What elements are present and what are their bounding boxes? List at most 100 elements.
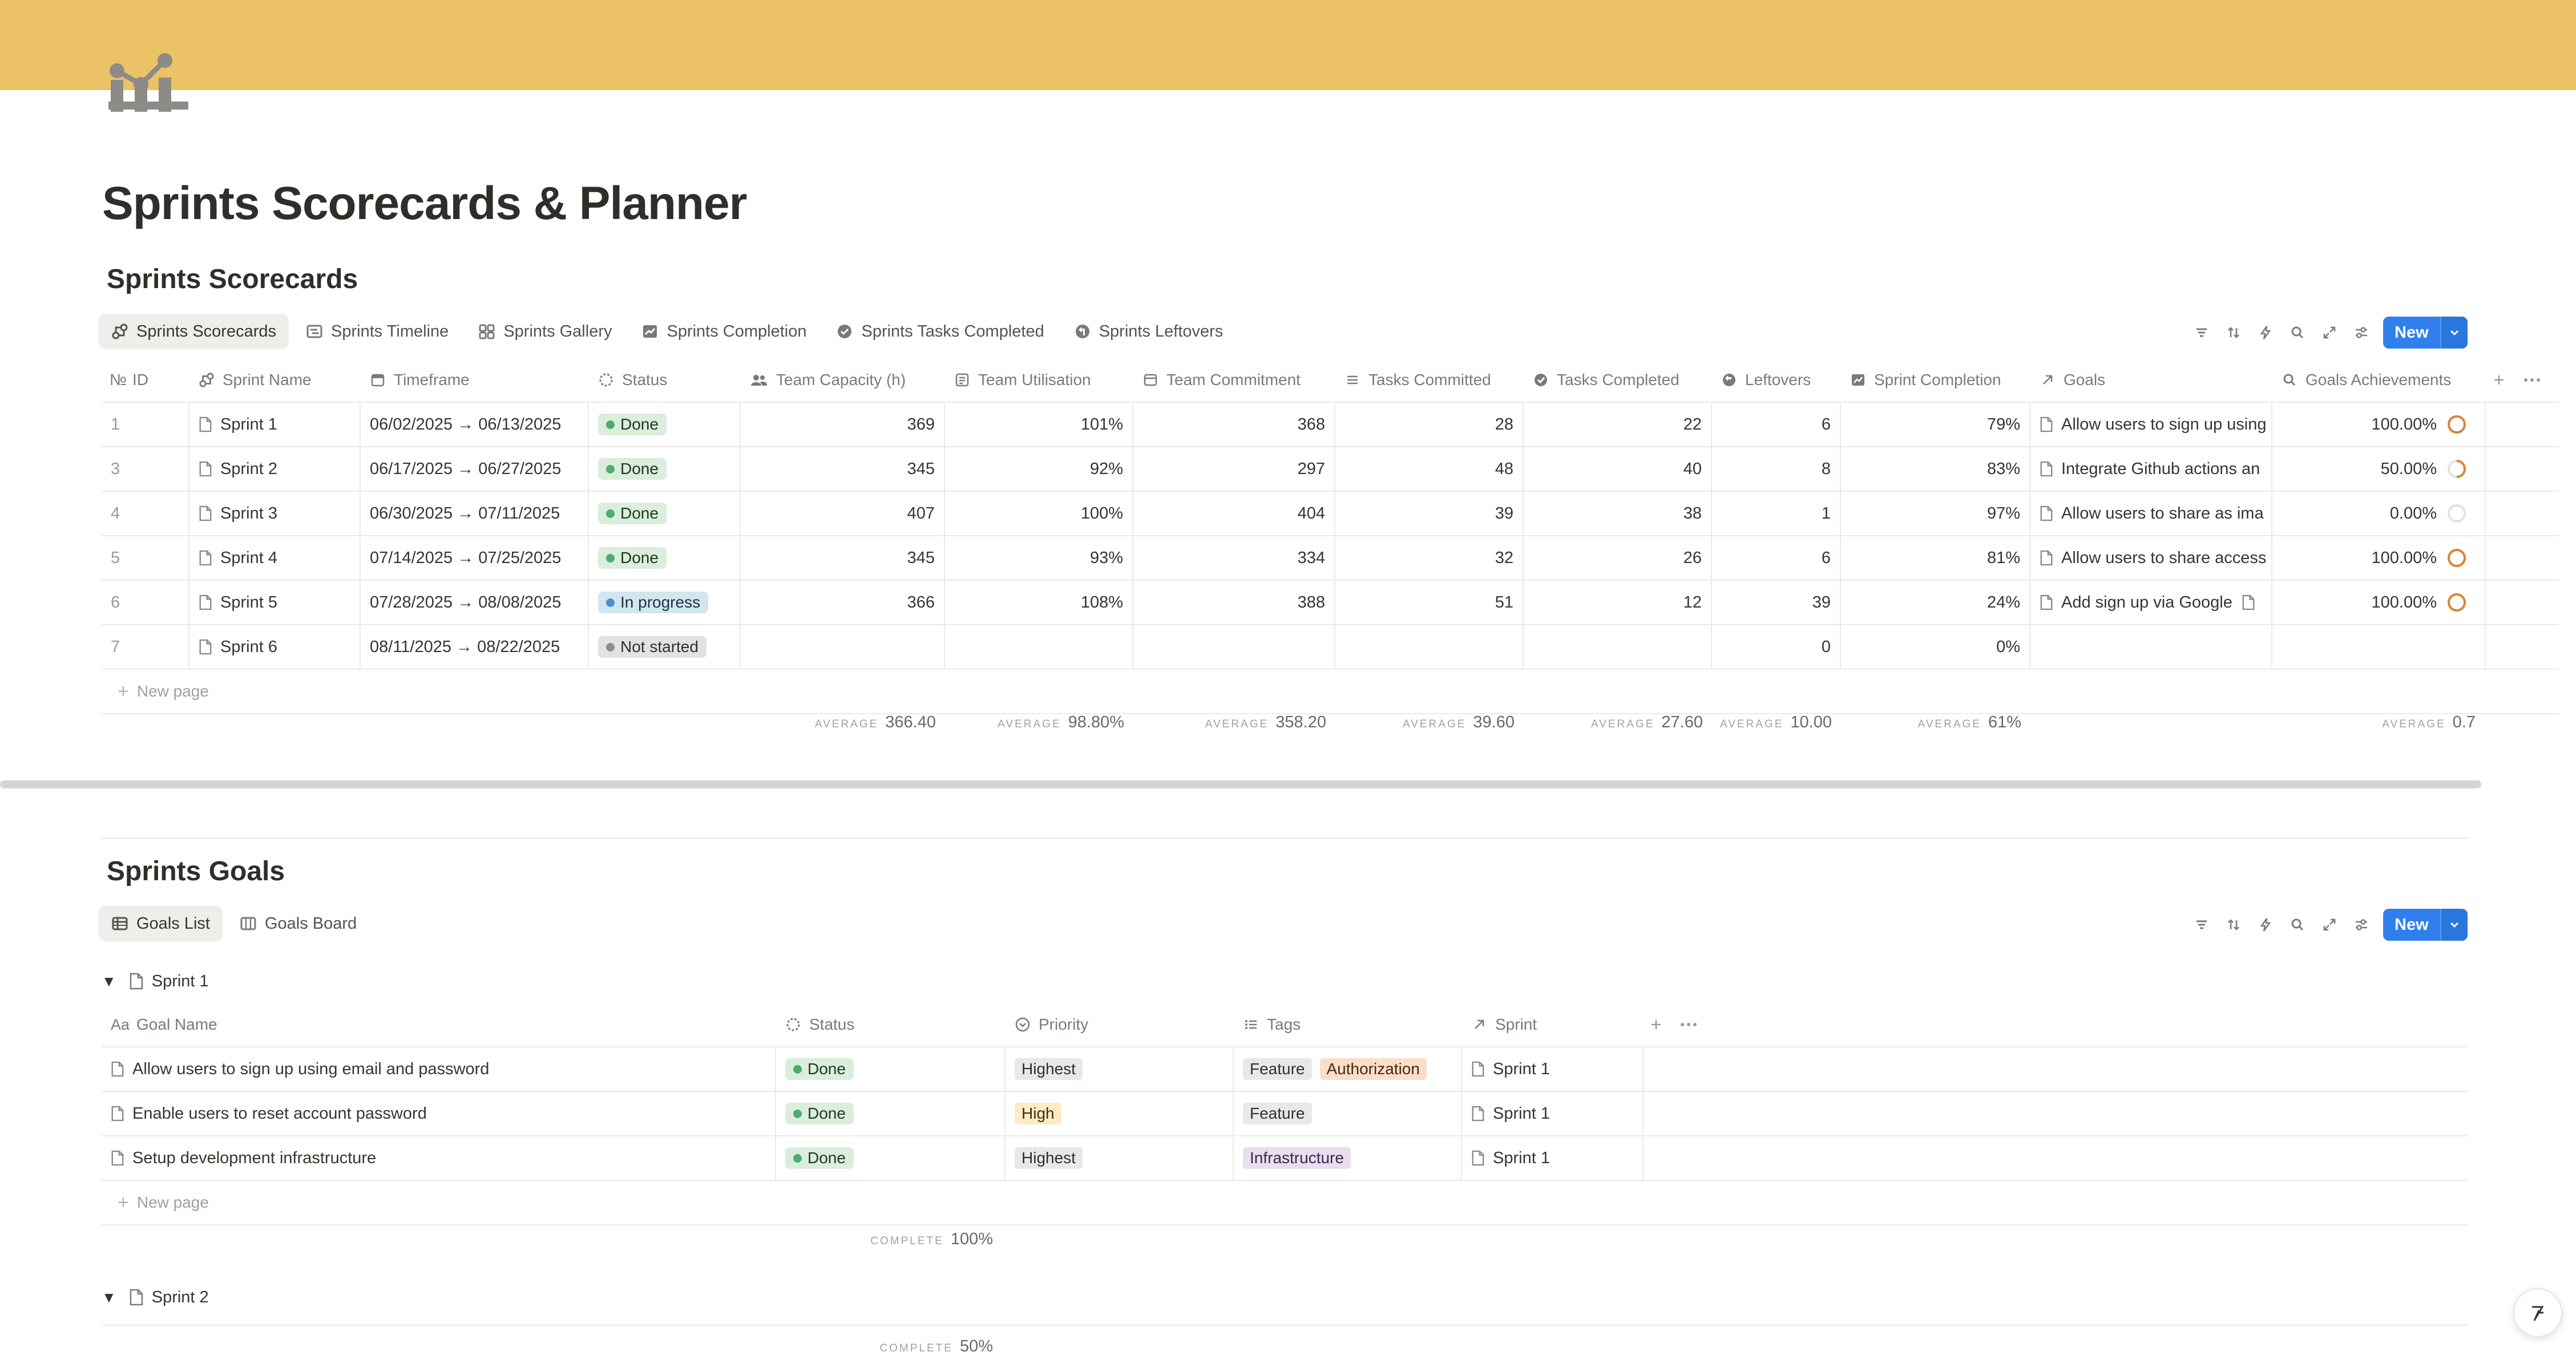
utilisation-cell[interactable]: 101% xyxy=(945,403,1133,446)
chevron-down-icon[interactable] xyxy=(2440,317,2468,349)
capacity-cell[interactable]: 366 xyxy=(741,581,945,624)
goals-cell[interactable]: Allow users to share as ima xyxy=(2030,492,2272,535)
tab-sprints-timeline[interactable]: Sprints Timeline xyxy=(293,314,461,349)
tasks-committed-cell[interactable] xyxy=(1335,625,1524,669)
sprint-name-cell[interactable]: Sprint 6 xyxy=(189,625,361,669)
status-cell[interactable]: Done xyxy=(776,1092,1006,1135)
column-header-tasks-committed[interactable]: Tasks Committed xyxy=(1335,371,1524,389)
column-header-id[interactable]: № ID xyxy=(110,371,149,388)
aggregate-goals-achievements[interactable]: AVERAGE 0.7 xyxy=(2382,713,2476,731)
aggregate-leftovers[interactable]: AVERAGE 10.00 xyxy=(1719,713,1832,731)
table-row[interactable]: 4 Sprint 3 06/30/2025 → 07/11/2025 Done 407 1… xyxy=(102,492,2559,536)
sprint-name-cell[interactable]: Sprint 1 xyxy=(189,403,361,446)
commitment-cell[interactable]: 388 xyxy=(1133,581,1335,624)
timeframe-cell[interactable]: 06/17/2025 → 06/27/2025 xyxy=(361,447,589,491)
table-row[interactable]: 7 Sprint 6 08/11/2025 → 08/22/2025 Not star… xyxy=(102,625,2559,670)
utilisation-cell[interactable]: 100% xyxy=(945,492,1133,535)
tasks-completed-cell[interactable]: 26 xyxy=(1524,536,1712,580)
status-cell[interactable]: Done xyxy=(776,1047,1006,1091)
capacity-cell[interactable]: 369 xyxy=(741,403,945,446)
goals-cell[interactable]: Allow users to sign up using xyxy=(2030,403,2272,446)
settings-sliders-icon[interactable] xyxy=(2345,325,2377,341)
goals-achievements-cell[interactable]: 100.00% xyxy=(2272,581,2486,624)
leftovers-cell[interactable]: 8 xyxy=(1712,447,1841,491)
scorecards-title[interactable]: Sprints Scorecards xyxy=(107,264,358,294)
goals-achievements-cell[interactable]: 100.00% xyxy=(2272,403,2486,446)
timeframe-cell[interactable]: 06/30/2025 → 07/11/2025 xyxy=(361,492,589,535)
goals-achievements-cell[interactable] xyxy=(2272,625,2486,669)
status-cell[interactable]: Done xyxy=(589,447,741,491)
goals-cell[interactable]: Add sign up via Google xyxy=(2030,581,2272,624)
priority-cell[interactable]: High xyxy=(1006,1092,1234,1135)
status-cell[interactable]: Done xyxy=(776,1136,1006,1180)
utilisation-cell[interactable]: 108% xyxy=(945,581,1133,624)
column-header-timeframe[interactable]: Timeframe xyxy=(361,371,589,389)
sprint-completion-cell[interactable]: 79% xyxy=(1841,403,2030,446)
column-header-leftovers[interactable]: Leftovers xyxy=(1712,371,1841,389)
group-header-sprint-1[interactable]: ▼ Sprint 1 xyxy=(102,965,209,997)
tab-sprints-gallery[interactable]: Sprints Gallery xyxy=(466,314,624,349)
goal-name-cell[interactable]: Setup development infrastructure xyxy=(102,1136,776,1180)
timeframe-cell[interactable]: 08/11/2025 → 08/22/2025 xyxy=(361,625,589,669)
sprint-completion-cell[interactable]: 83% xyxy=(1841,447,2030,491)
column-header-sprint-completion[interactable]: Sprint Completion xyxy=(1841,371,2030,389)
commitment-cell[interactable]: 368 xyxy=(1133,403,1335,446)
leftovers-cell[interactable]: 1 xyxy=(1712,492,1841,535)
new-page-button[interactable]: + New page xyxy=(102,670,2559,714)
priority-cell[interactable]: Highest xyxy=(1006,1047,1234,1091)
table-row[interactable]: 5 Sprint 4 07/14/2025 → 07/25/2025 Done 345 9… xyxy=(102,536,2559,581)
automation-icon[interactable] xyxy=(2250,917,2282,933)
tab-sprints-leftovers[interactable]: Sprints Leftovers xyxy=(1061,314,1236,349)
tasks-committed-cell[interactable]: 48 xyxy=(1335,447,1524,491)
goals-cell[interactable]: Integrate Github actions an xyxy=(2030,447,2272,491)
new-button[interactable]: New xyxy=(2383,909,2468,941)
goals-title[interactable]: Sprints Goals xyxy=(107,856,285,887)
column-header-goals-achievements[interactable]: Goals Achievements xyxy=(2272,371,2486,389)
goal-link[interactable]: Allow users to share as ima xyxy=(2061,504,2264,523)
group-header-sprint-2[interactable]: ▼ Sprint 2 xyxy=(102,1281,209,1313)
collapse-toggle-icon[interactable]: ▼ xyxy=(102,972,116,990)
priority-cell[interactable]: Highest xyxy=(1006,1136,1234,1180)
sort-icon[interactable] xyxy=(2218,917,2250,933)
leftovers-cell[interactable]: 0 xyxy=(1712,625,1841,669)
goals-achievements-cell[interactable]: 0.00% xyxy=(2272,492,2486,535)
sprint-cell[interactable]: Sprint 1 xyxy=(1462,1136,1644,1180)
search-icon[interactable] xyxy=(2282,325,2313,341)
sort-icon[interactable] xyxy=(2218,325,2250,341)
leftovers-cell[interactable]: 6 xyxy=(1712,536,1841,580)
tasks-completed-cell[interactable]: 22 xyxy=(1524,403,1712,446)
chart-page-icon[interactable] xyxy=(108,52,188,120)
sprint-completion-cell[interactable]: 0% xyxy=(1841,625,2030,669)
aggregate-status-complete[interactable]: COMPLETE 100% xyxy=(870,1230,993,1248)
column-header-goals[interactable]: Goals xyxy=(2030,371,2272,389)
tab-goals-list[interactable]: Goals List xyxy=(99,906,223,941)
collapse-toggle-icon[interactable]: ▼ xyxy=(102,1288,116,1306)
table-row[interactable]: Enable users to reset account password Do… xyxy=(102,1092,2468,1136)
filter-icon[interactable] xyxy=(2186,325,2218,341)
goals-achievements-cell[interactable]: 50.00% xyxy=(2272,447,2486,491)
tasks-committed-cell[interactable]: 39 xyxy=(1335,492,1524,535)
tasks-committed-cell[interactable]: 51 xyxy=(1335,581,1524,624)
commitment-cell[interactable]: 297 xyxy=(1133,447,1335,491)
sprint-completion-cell[interactable]: 81% xyxy=(1841,536,2030,580)
aggregate-status-complete[interactable]: COMPLETE 50% xyxy=(879,1337,993,1355)
timeframe-cell[interactable]: 07/14/2025 → 07/25/2025 xyxy=(361,536,589,580)
tasks-completed-cell[interactable]: 12 xyxy=(1524,581,1712,624)
sprint-name-cell[interactable]: Sprint 4 xyxy=(189,536,361,580)
capacity-cell[interactable]: 345 xyxy=(741,536,945,580)
column-header-status[interactable]: Status xyxy=(589,371,741,389)
tasks-committed-cell[interactable]: 28 xyxy=(1335,403,1524,446)
tab-sprints-completion[interactable]: Sprints Completion xyxy=(629,314,819,349)
expand-icon[interactable] xyxy=(2313,917,2345,933)
aggregate-commitment[interactable]: AVERAGE 358.20 xyxy=(1205,713,1326,731)
column-header-tags[interactable]: Tags xyxy=(1234,1015,1462,1034)
utilisation-cell[interactable]: 93% xyxy=(945,536,1133,580)
sprint-cell[interactable]: Sprint 1 xyxy=(1462,1092,1644,1135)
horizontal-scrollbar[interactable] xyxy=(0,780,2481,788)
sprint-link[interactable]: Sprint 1 xyxy=(1493,1059,1550,1078)
sprint-link[interactable]: Sprint 1 xyxy=(1493,1148,1550,1167)
tab-sprints-scorecards[interactable]: Sprints Scorecards xyxy=(99,314,289,349)
aggregate-tasks-completed[interactable]: AVERAGE 27.60 xyxy=(1590,713,1703,731)
utilisation-cell[interactable]: 92% xyxy=(945,447,1133,491)
sprint-cell[interactable]: Sprint 1 xyxy=(1462,1047,1644,1091)
